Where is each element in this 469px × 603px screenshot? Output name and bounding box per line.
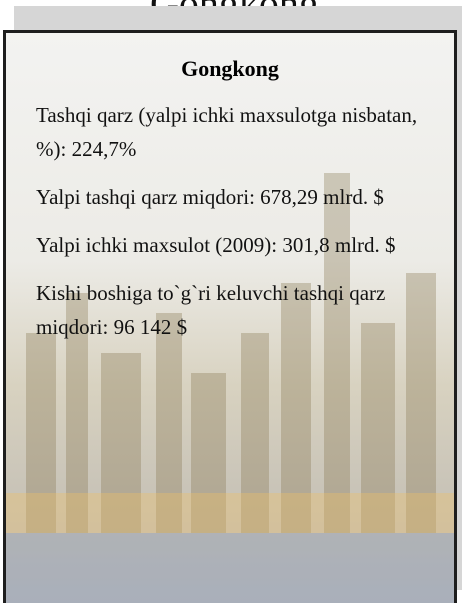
card-content: Gongkong Tashqi qarz (yalpi ichki maxsul…: [6, 33, 454, 344]
info-card: Gongkong Tashqi qarz (yalpi ichki maxsul…: [3, 30, 457, 603]
info-paragraph: Yalpi ichki maxsulot (2009): 301,8 mlrd.…: [36, 228, 430, 262]
info-paragraph: Yalpi tashqi qarz miqdori: 678,29 mlrd. …: [36, 180, 430, 214]
card-title: Gongkong: [6, 56, 454, 82]
info-paragraph: Kishi boshiga to`g`ri keluvchi tashqi qa…: [36, 276, 430, 344]
info-paragraph: Tashqi qarz (yalpi ichki maxsulotga nisb…: [36, 98, 430, 166]
page: Gongkong Gongkong Tashqi qarz (yalpi ich…: [0, 0, 469, 590]
